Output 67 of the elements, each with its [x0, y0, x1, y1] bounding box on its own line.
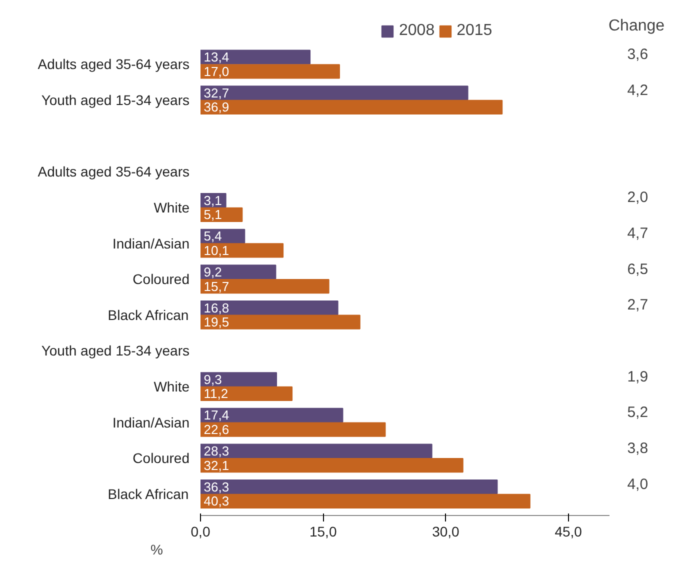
text: 4,0 [627, 476, 648, 493]
data-label: 11,2 [204, 386, 228, 402]
data-label: 9,2 [204, 264, 222, 280]
x-tick-label: 45,0 [554, 524, 582, 540]
data-label: 16,8 [204, 300, 230, 316]
text: Change [608, 18, 665, 34]
data-label: 15,7 [204, 278, 230, 294]
text: 5,2 [627, 404, 648, 422]
bar [200, 480, 498, 494]
y-tick-label: Indian/Asian [112, 235, 190, 252]
bar [200, 494, 530, 508]
data-label: 19,5 [204, 314, 230, 330]
y-tick-label: Youth aged 15-34 years [41, 342, 190, 359]
data-label: 9,3 [204, 372, 222, 387]
x-axis-title: % [150, 542, 163, 558]
y-tick-label: Indian/Asian [112, 414, 190, 430]
y-tick-label: Coloured [132, 271, 190, 288]
data-label: 32,1 [204, 458, 230, 473]
bar [200, 386, 293, 402]
y-tick-label: White [154, 199, 190, 216]
text: 4,7 [627, 225, 648, 242]
x-tick-label: 15,0 [309, 524, 337, 540]
data-label: 17,4 [204, 408, 230, 423]
bar [200, 86, 468, 100]
bar [200, 50, 311, 64]
y-tick-label: Black African [108, 306, 189, 323]
bar [200, 314, 360, 330]
data-label: 40,3 [204, 494, 230, 509]
bar [200, 100, 503, 115]
legend-label: 2008 [399, 22, 435, 40]
y-tick-label: Youth aged 15-34 years [41, 92, 190, 108]
text: 4,2 [627, 82, 648, 99]
data-label: 5,1 [204, 207, 222, 222]
data-label: 36,3 [204, 479, 230, 494]
bar [200, 64, 340, 79]
text: 6,5 [627, 260, 648, 278]
data-label: 36,9 [204, 100, 230, 115]
data-label: 3,1 [204, 192, 222, 208]
text: 2,7 [627, 296, 648, 314]
y-tick-label: Black African [108, 486, 189, 502]
x-tick-label: 0,0 [190, 524, 210, 540]
bar [200, 264, 276, 280]
y-tick-label: Adults aged 35-64 years [38, 56, 190, 72]
bar [200, 243, 284, 258]
x-tick-label: 30,0 [432, 524, 460, 540]
data-label: 17,0 [204, 64, 230, 79]
text: 3,6 [627, 46, 648, 63]
bar [200, 458, 464, 473]
bar [200, 408, 344, 423]
data-label: 32,7 [204, 85, 230, 100]
y-tick-label: Adults aged 35-64 years [38, 164, 190, 180]
bar [200, 444, 432, 458]
text: 1,9 [627, 368, 648, 386]
data-label: 13,4 [204, 50, 230, 65]
y-tick-label: White [154, 378, 190, 395]
data-label: 28,3 [204, 444, 230, 459]
text: 3,8 [627, 440, 648, 457]
bar [200, 300, 338, 316]
data-label: 22,6 [204, 422, 230, 438]
bar [200, 372, 278, 387]
bar [200, 278, 330, 294]
y-tick-label: Coloured [132, 450, 190, 466]
data-label: 5,4 [204, 228, 222, 244]
text: 2,0 [627, 189, 648, 206]
bar [200, 422, 386, 437]
legend-label: 2015 [456, 22, 492, 40]
data-label: 10,1 [204, 242, 230, 258]
